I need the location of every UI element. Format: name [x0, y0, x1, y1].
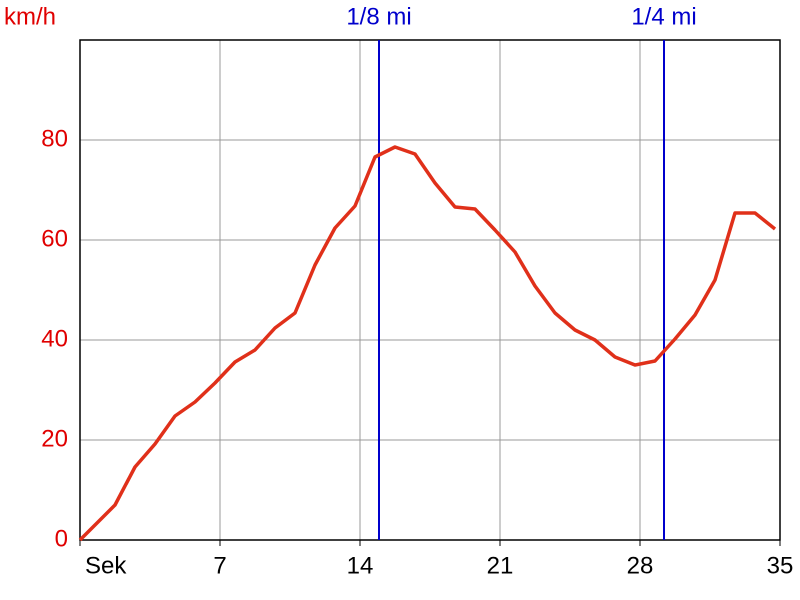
- y-tick-label: 40: [41, 325, 68, 352]
- y-tick-label: 60: [41, 225, 68, 252]
- y-tick-label: 0: [55, 525, 68, 552]
- y-tick-label: 20: [41, 425, 68, 452]
- x-tick-label: 21: [487, 552, 514, 579]
- x-tick-label: 7: [213, 552, 226, 579]
- y-tick-label: 80: [41, 125, 68, 152]
- x-tick-label: 35: [767, 552, 794, 579]
- plot-border: [79, 39, 781, 541]
- x-tick-label: 28: [627, 552, 654, 579]
- speed-line: [78, 145, 777, 542]
- plot-area: [80, 40, 780, 540]
- x-tick-label: 14: [347, 552, 374, 579]
- distance-marker-label: 1/4 mi: [631, 3, 696, 30]
- distance-marker-label: 1/8 mi: [346, 3, 411, 30]
- y-axis-label: km/h: [4, 3, 56, 30]
- x-tick-label: Sek: [85, 552, 127, 579]
